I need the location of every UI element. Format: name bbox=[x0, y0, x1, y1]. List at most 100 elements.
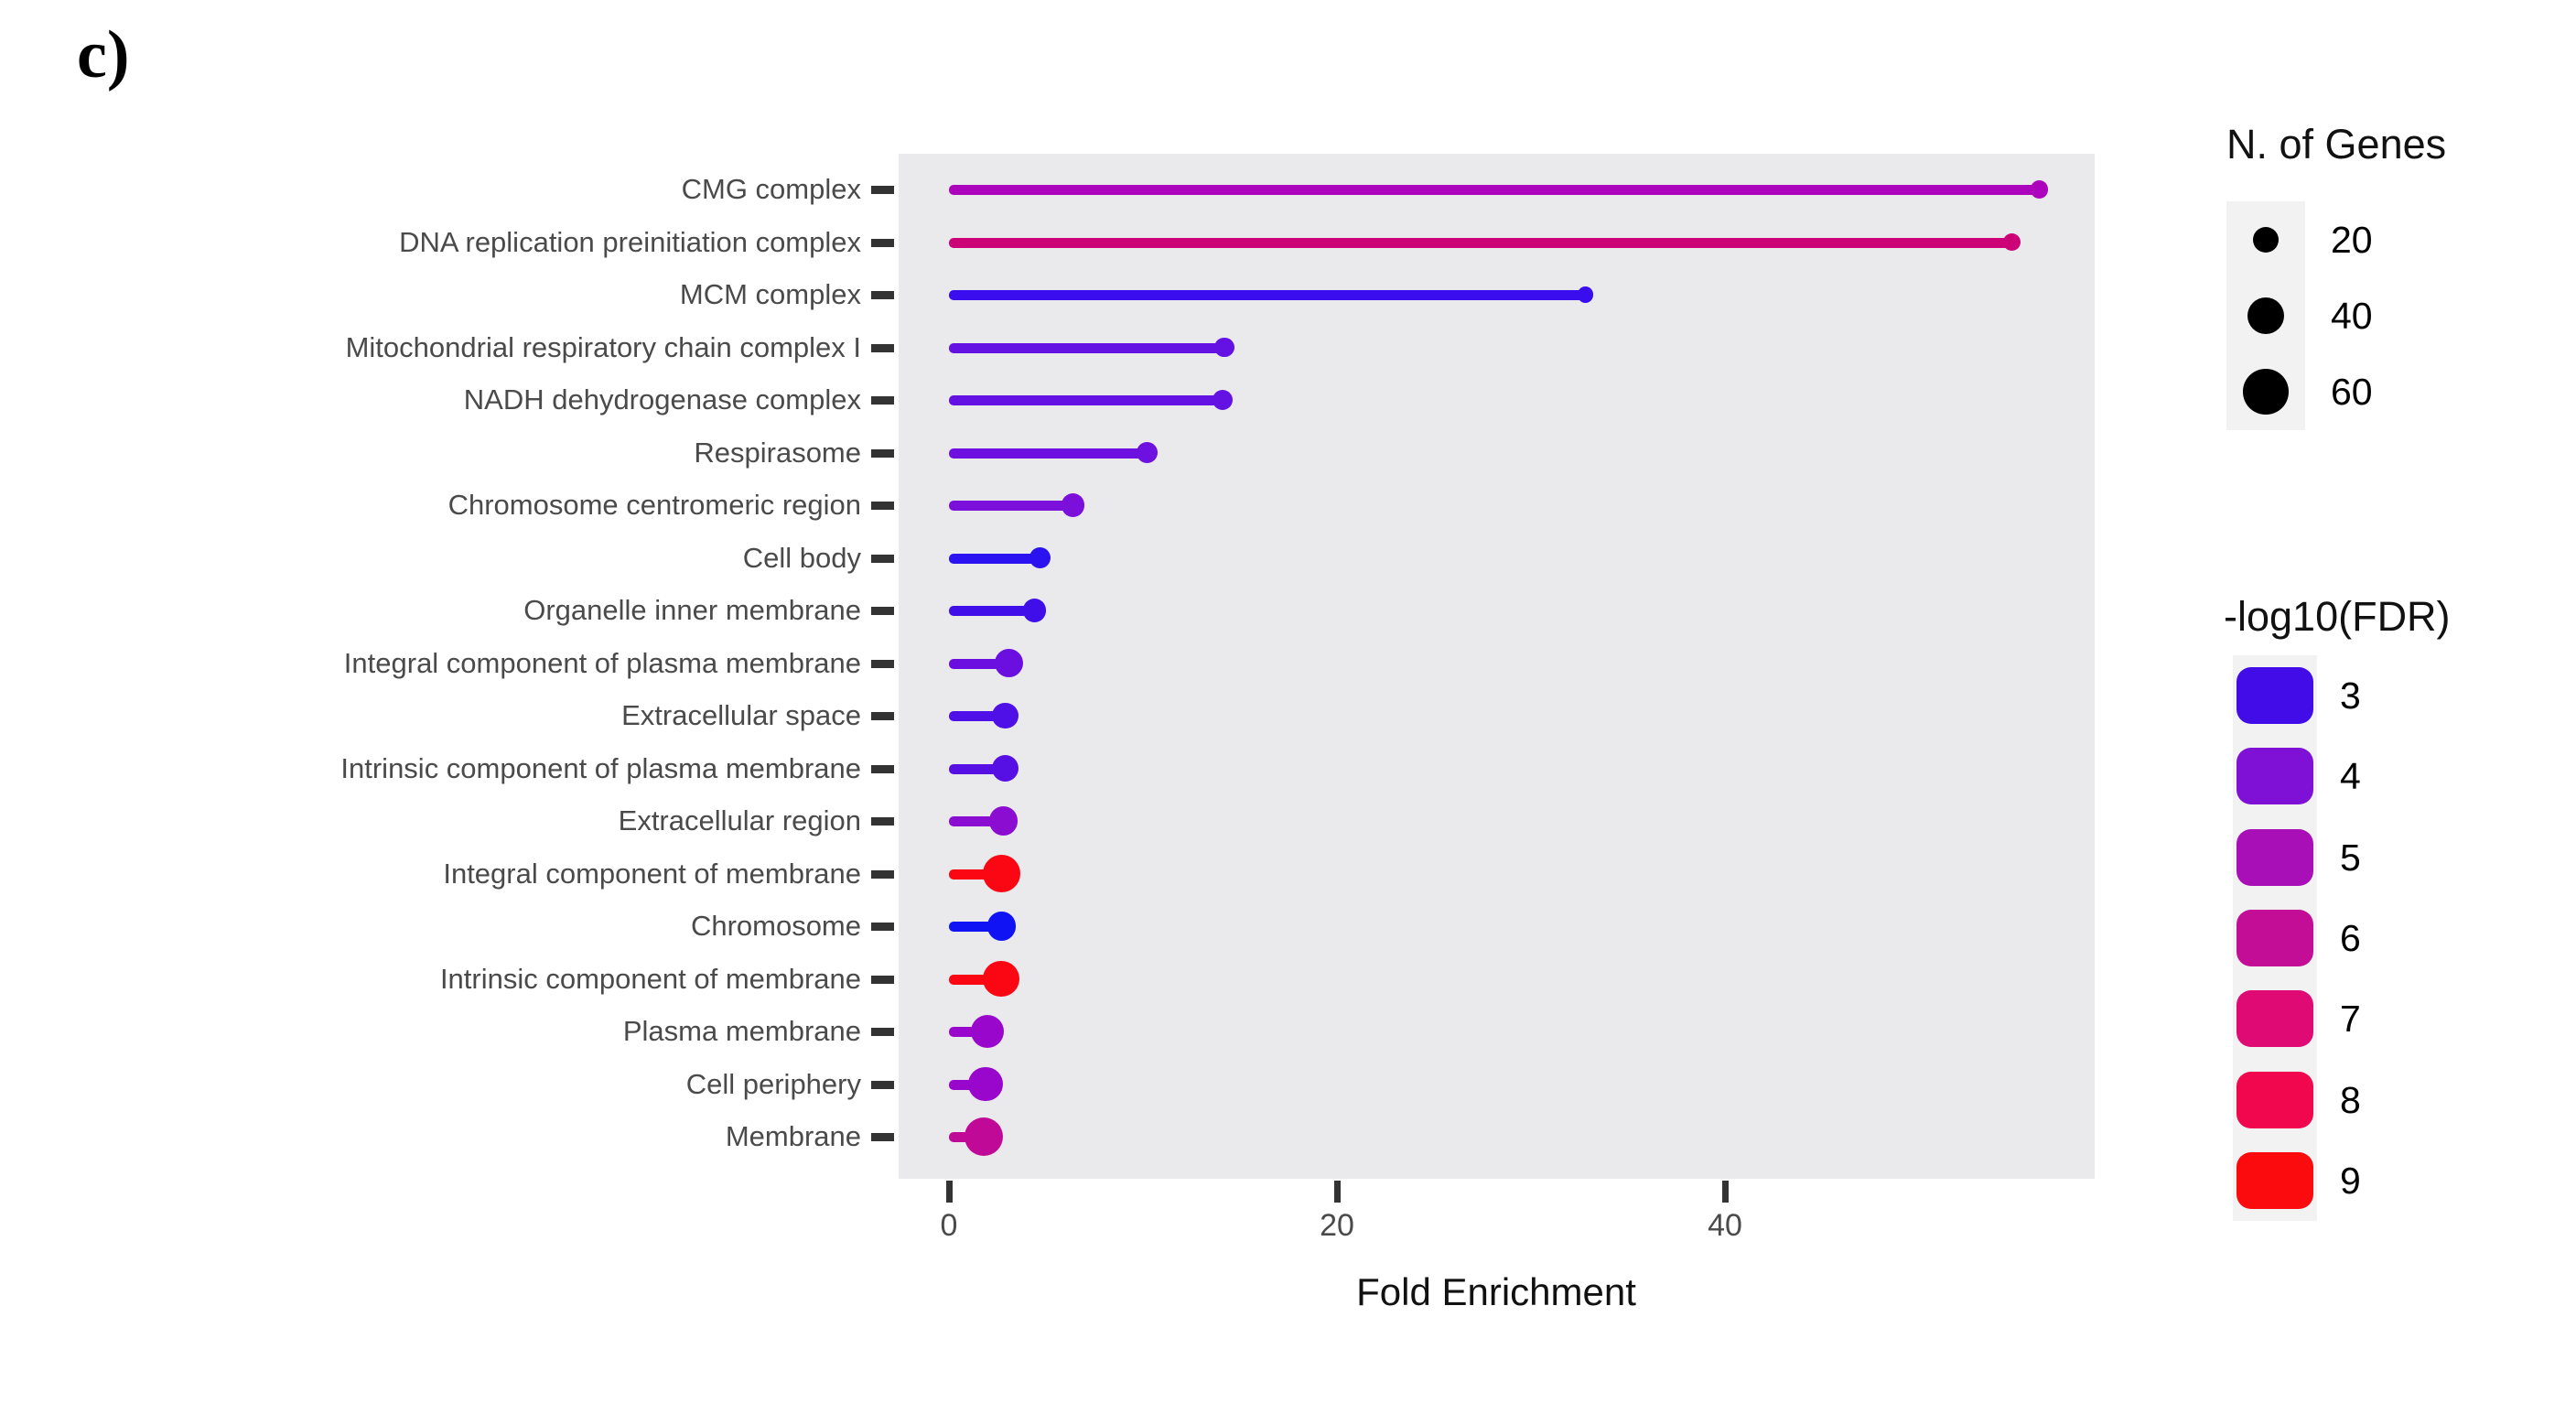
fdr-legend-label: 6 bbox=[2340, 916, 2361, 959]
fdr-legend-swatch bbox=[2236, 667, 2313, 724]
fdr-legend-swatch bbox=[2236, 748, 2313, 805]
size-legend-dot bbox=[2247, 297, 2285, 335]
size-legend-label: 60 bbox=[2331, 371, 2373, 413]
lollipop-stem bbox=[949, 290, 1586, 300]
x-axis-title: Fold Enrichment bbox=[1356, 1270, 1636, 1313]
fdr-legend-swatch bbox=[2236, 990, 2313, 1048]
category-label: Cell periphery bbox=[685, 1067, 861, 1100]
figure-panel-label: c) bbox=[77, 17, 130, 92]
lollipop-stem bbox=[949, 501, 1073, 511]
plot-panel bbox=[899, 154, 2095, 1179]
lollipop-dot bbox=[982, 854, 1020, 893]
lollipop-stem bbox=[949, 869, 1002, 880]
y-axis-tick bbox=[871, 554, 894, 563]
lollipop-dot bbox=[983, 960, 1019, 998]
lollipop-stem bbox=[949, 553, 1040, 564]
fdr-legend-swatch bbox=[2236, 1151, 2313, 1209]
lollipop-dot bbox=[986, 912, 1016, 941]
y-axis-tick bbox=[871, 1080, 894, 1089]
category-label: Extracellular space bbox=[621, 699, 861, 731]
fdr-legend-label: 9 bbox=[2340, 1159, 2361, 1202]
y-axis-tick bbox=[871, 1133, 894, 1141]
lollipop-dot bbox=[964, 1117, 1004, 1157]
y-axis-tick bbox=[871, 396, 894, 405]
y-axis-tick bbox=[871, 291, 894, 299]
category-label: Membrane bbox=[725, 1120, 861, 1152]
category-label: Integral component of plasma membrane bbox=[343, 646, 861, 679]
lollipop-stem bbox=[949, 974, 1002, 985]
x-tick-label: 40 bbox=[1708, 1208, 1742, 1243]
y-axis-tick bbox=[871, 448, 894, 458]
size-legend-title: N. of Genes bbox=[2226, 121, 2447, 167]
y-axis-tick bbox=[871, 186, 894, 194]
category-label: Chromosome centromeric region bbox=[447, 489, 861, 521]
fdr-legend-label: 4 bbox=[2340, 755, 2361, 798]
category-label: Extracellular region bbox=[618, 804, 861, 836]
lollipop-dot bbox=[1212, 390, 1233, 410]
lollipop-stem bbox=[949, 185, 2040, 195]
lollipop-stem bbox=[949, 342, 1225, 353]
x-tick-mark bbox=[946, 1181, 953, 1203]
y-axis-tick bbox=[871, 869, 894, 879]
category-label: Intrinsic component of plasma membrane bbox=[340, 751, 861, 784]
fdr-legend-swatch bbox=[2236, 828, 2313, 886]
lollipop-dot bbox=[1062, 493, 1085, 517]
y-axis-tick bbox=[871, 923, 894, 931]
lollipop-dot bbox=[1029, 546, 1051, 569]
category-label: Cell body bbox=[742, 541, 861, 574]
lollipop-dot bbox=[1022, 599, 1046, 622]
lollipop-stem bbox=[949, 395, 1223, 405]
x-tick-label: 20 bbox=[1320, 1208, 1354, 1243]
lollipop-dot bbox=[991, 754, 1019, 782]
size-legend-dot bbox=[2243, 369, 2289, 415]
lollipop-dot bbox=[1214, 337, 1235, 358]
lollipop-stem bbox=[949, 606, 1035, 616]
fdr-legend-label: 5 bbox=[2340, 836, 2361, 879]
lollipop-stem bbox=[949, 816, 1004, 826]
size-legend-label: 40 bbox=[2331, 295, 2373, 337]
size-legend-dot bbox=[2252, 226, 2280, 254]
category-label: MCM complex bbox=[679, 278, 861, 310]
lollipop-dot bbox=[971, 1014, 1005, 1049]
fdr-legend-label: 8 bbox=[2340, 1078, 2361, 1121]
y-axis-tick bbox=[871, 764, 894, 773]
lollipop-dot bbox=[988, 806, 1019, 836]
x-tick-label: 0 bbox=[940, 1208, 958, 1243]
category-label: Integral component of membrane bbox=[443, 857, 861, 890]
lollipop-stem bbox=[949, 711, 1006, 721]
category-label: Mitochondrial respiratory chain complex … bbox=[345, 330, 861, 363]
lollipop-stem bbox=[949, 1079, 986, 1090]
category-label: Chromosome bbox=[690, 910, 861, 942]
category-label: NADH dehydrogenase complex bbox=[463, 383, 861, 416]
category-label: Organelle inner membrane bbox=[523, 594, 861, 626]
y-axis-tick bbox=[871, 343, 894, 352]
lollipop-dot bbox=[1577, 286, 1593, 303]
category-label: CMG complex bbox=[681, 173, 861, 205]
y-axis-tick bbox=[871, 975, 894, 984]
y-axis-tick bbox=[871, 817, 894, 826]
y-axis-tick bbox=[871, 1028, 894, 1036]
fdr-legend-title: -log10(FDR) bbox=[2224, 593, 2451, 640]
lollipop-stem bbox=[949, 922, 1002, 932]
category-label: DNA replication preinitiation complex bbox=[399, 225, 861, 258]
category-label: Respirasome bbox=[694, 436, 861, 469]
lollipop-dot bbox=[1136, 442, 1158, 463]
lollipop-stem bbox=[949, 658, 1009, 669]
y-axis-tick bbox=[871, 607, 894, 615]
fdr-legend-swatch bbox=[2236, 909, 2313, 966]
fdr-legend-label: 7 bbox=[2340, 998, 2361, 1041]
category-label: Plasma membrane bbox=[622, 1015, 861, 1047]
lollipop-dot bbox=[995, 648, 1024, 678]
y-axis-tick bbox=[871, 712, 894, 720]
lollipop-stem bbox=[949, 1027, 988, 1037]
lollipop-stem bbox=[949, 763, 1006, 774]
size-legend-label: 20 bbox=[2331, 219, 2373, 261]
category-label: Intrinsic component of membrane bbox=[439, 962, 861, 995]
lollipop-dot bbox=[2030, 180, 2049, 199]
fdr-legend-label: 3 bbox=[2340, 675, 2361, 717]
fdr-legend-swatch bbox=[2236, 1071, 2313, 1128]
y-axis-tick bbox=[871, 659, 894, 668]
lollipop-dot bbox=[968, 1066, 1004, 1102]
x-tick-mark bbox=[1722, 1181, 1729, 1203]
